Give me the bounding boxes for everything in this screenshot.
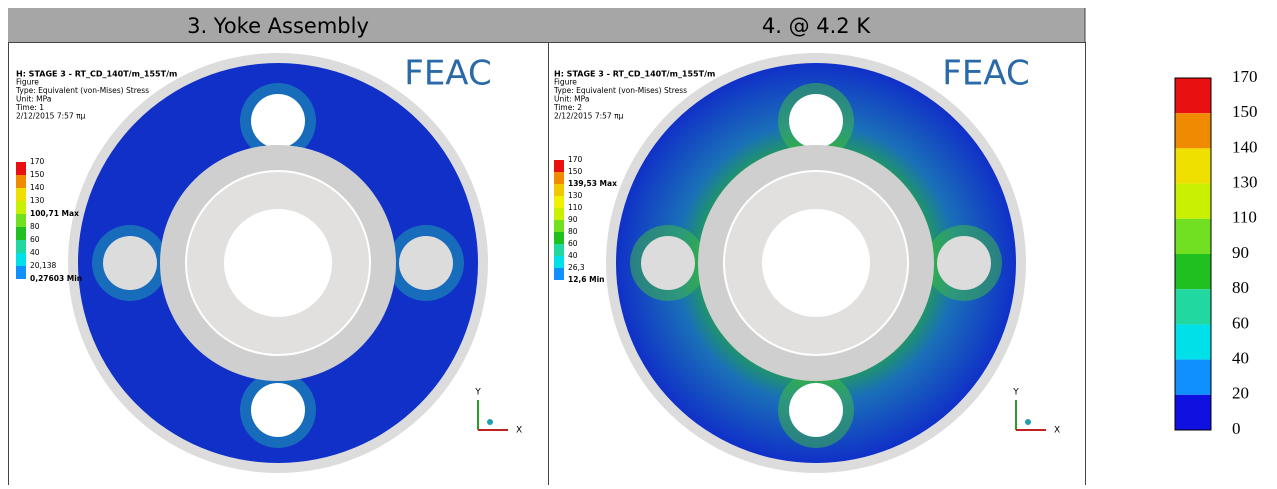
legend-swatch — [554, 232, 564, 244]
bore — [762, 209, 870, 317]
header-right: 4. @ 4.2 K — [762, 14, 871, 38]
legend-label: 100,71 Max — [30, 209, 79, 218]
scale-band — [1175, 78, 1211, 113]
axis-dot — [1025, 419, 1031, 425]
legend-label: 26,3 — [568, 263, 585, 272]
legend-swatch — [554, 208, 564, 220]
legend-label: 139,53 Max — [568, 179, 617, 188]
scale-band — [1175, 113, 1211, 148]
legend-swatch — [554, 160, 564, 172]
scale-band — [1175, 254, 1211, 289]
info-line: 2/12/2015 7:57 πμ — [16, 112, 86, 121]
legend-swatch — [16, 214, 26, 227]
axis-label: X — [1054, 426, 1060, 436]
logo: FEAC — [942, 54, 1029, 94]
info-line: H: STAGE 3 - RT_CD_140T/m_155T/m — [554, 70, 715, 79]
legend-label: 150 — [568, 167, 583, 176]
scale-label: 150 — [1232, 102, 1258, 121]
legend-label: 130 — [30, 196, 45, 205]
legend-swatch — [16, 162, 26, 175]
scale-label: 0 — [1232, 419, 1241, 438]
legend-label: 90 — [568, 215, 578, 224]
legend-label: 170 — [30, 157, 45, 166]
bore — [224, 209, 332, 317]
hole — [937, 236, 991, 290]
legend-swatch — [16, 188, 26, 201]
axis-label: X — [516, 426, 522, 436]
scale-band — [1175, 324, 1211, 359]
legend-label: 40 — [30, 248, 40, 257]
scale-label: 140 — [1232, 137, 1258, 156]
scale-band — [1175, 289, 1211, 324]
scale-band — [1175, 219, 1211, 254]
legend-swatch — [16, 266, 26, 279]
legend-label: 60 — [568, 239, 578, 248]
hole — [399, 236, 453, 290]
legend-swatch — [554, 172, 564, 184]
legend-label: 0,27603 Min — [30, 274, 82, 283]
legend-swatch — [554, 184, 564, 196]
logo: FEAC — [404, 54, 491, 94]
legend-label: 40 — [568, 251, 578, 260]
scale-label: 110 — [1232, 208, 1257, 227]
axis-dot — [487, 419, 493, 425]
info-line: H: STAGE 3 - RT_CD_140T/m_155T/m — [16, 70, 177, 79]
header-left: 3. Yoke Assembly — [187, 14, 369, 38]
legend-swatch — [16, 175, 26, 188]
legend-label: 60 — [30, 235, 40, 244]
legend-swatch — [16, 201, 26, 214]
legend-label: 110 — [568, 203, 583, 212]
scale-band — [1175, 184, 1211, 219]
legend-swatch — [16, 253, 26, 266]
scale-label: 60 — [1232, 313, 1249, 332]
hole — [251, 94, 305, 148]
scale-band — [1175, 395, 1211, 430]
hole — [103, 236, 157, 290]
axis-label: Y — [1012, 388, 1019, 398]
legend-swatch — [16, 240, 26, 253]
legend-label: 20,138 — [30, 261, 56, 270]
scale-label: 90 — [1232, 243, 1249, 262]
header-bar — [8, 8, 1085, 42]
axis-label: Y — [474, 388, 481, 398]
legend-swatch — [554, 244, 564, 256]
legend-label: 140 — [30, 183, 45, 192]
legend-swatch — [554, 196, 564, 208]
scale-band — [1175, 360, 1211, 395]
legend-label: 150 — [30, 170, 45, 179]
legend-swatch — [16, 227, 26, 240]
scale-label: 80 — [1232, 278, 1249, 297]
hole — [789, 383, 843, 437]
legend-label: 12,6 Min — [568, 275, 605, 284]
scale-band — [1175, 148, 1211, 183]
scale-label: 170 — [1232, 67, 1258, 86]
hole — [789, 94, 843, 148]
hole — [641, 236, 695, 290]
info-line: 2/12/2015 7:57 πμ — [554, 112, 624, 121]
legend-label: 80 — [30, 222, 40, 231]
legend-swatch — [554, 220, 564, 232]
legend-label: 80 — [568, 227, 578, 236]
scale-label: 40 — [1232, 349, 1249, 368]
scale-label: 130 — [1232, 173, 1258, 192]
legend-label: 170 — [568, 155, 583, 164]
legend-swatch — [554, 256, 564, 268]
scale-label: 20 — [1232, 384, 1249, 403]
legend-label: 130 — [568, 191, 583, 200]
slide: 3. Yoke Assembly 4. @ 4.2 K FEAC Y X H: STA… — [0, 0, 1277, 485]
legend-swatch — [554, 268, 564, 280]
hole — [251, 383, 305, 437]
